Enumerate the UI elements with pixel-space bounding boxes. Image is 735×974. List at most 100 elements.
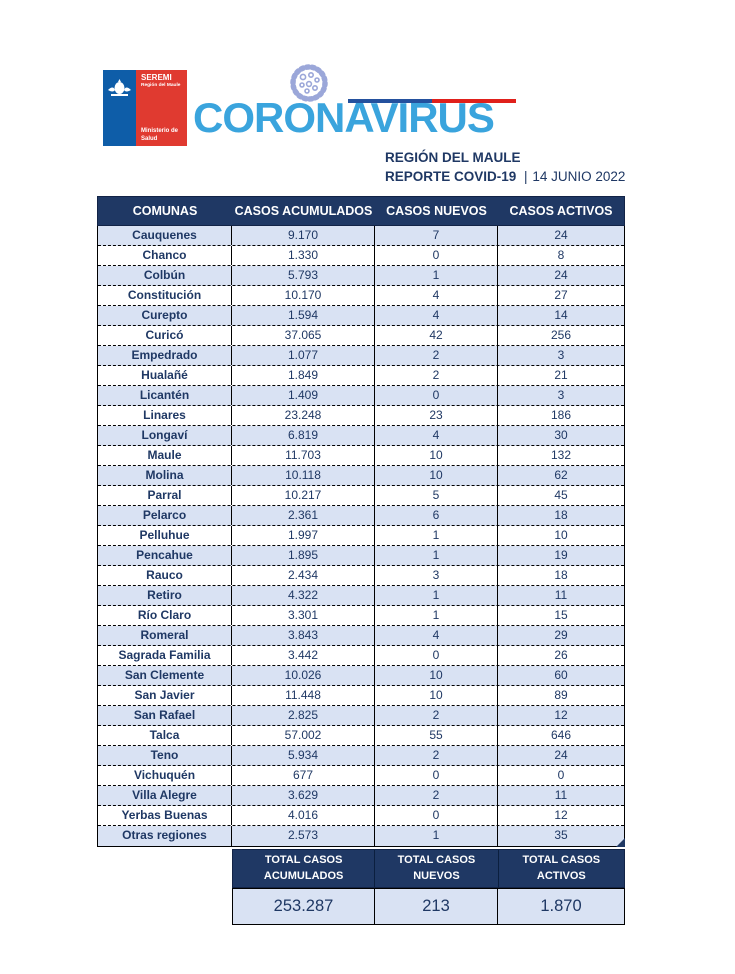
nuevos-cell: 4 — [375, 626, 498, 645]
totals-value-cell: 213 — [375, 889, 498, 924]
table-row: Linares 23.248 23 186 — [98, 406, 624, 426]
table-body: Cauquenes 9.170 7 24 Chanco 1.330 0 8 Colbún 5.79… — [97, 226, 625, 847]
comuna-cell: San Javier — [98, 686, 232, 705]
logo-red-panel: SEREMI Región del Maule Ministerio de Sa… — [136, 70, 187, 146]
cell-corner-marker — [616, 838, 625, 847]
nuevos-cell: 1 — [375, 526, 498, 545]
table-header-row: COMUNAS CASOS ACUMULADOS CASOS NUEVOS CASOS… — [97, 196, 625, 226]
acumulados-cell: 3.301 — [232, 606, 375, 625]
comuna-cell: Constitución — [98, 286, 232, 305]
totals-values-row: 253.287 213 1.870 — [232, 888, 625, 925]
acumulados-cell: 1.077 — [232, 346, 375, 365]
acumulados-cell: 1.594 — [232, 306, 375, 325]
acumulados-cell: 3.442 — [232, 646, 375, 665]
acumulados-cell: 10.170 — [232, 286, 375, 305]
nuevos-cell: 1 — [375, 546, 498, 565]
table-row: Río Claro 3.301 1 15 — [98, 606, 624, 626]
acumulados-cell: 11.703 — [232, 446, 375, 465]
acumulados-cell: 10.026 — [232, 666, 375, 685]
column-header: CASOS ACTIVOS — [509, 204, 613, 218]
comuna-cell: Pencahue — [98, 546, 232, 565]
nuevos-cell: 1 — [375, 606, 498, 625]
table-row: Curepto 1.594 4 14 — [98, 306, 624, 326]
nuevos-cell: 2 — [375, 366, 498, 385]
activos-cell: 10 — [554, 528, 568, 542]
totals-value-cell: 253.287 — [233, 889, 375, 924]
comuna-cell: Maule — [98, 446, 232, 465]
comuna-cell: Otras regiones — [98, 826, 232, 846]
totals-header-cell: TOTAL CASOS NUEVOS — [375, 850, 499, 887]
acumulados-cell: 6.819 — [232, 426, 375, 445]
comuna-cell: Sagrada Familia — [98, 646, 232, 665]
activos-cell: 186 — [550, 408, 572, 422]
nuevos-cell: 0 — [375, 766, 498, 785]
acumulados-cell: 37.065 — [232, 326, 375, 345]
comuna-cell: Pelarco — [98, 506, 232, 525]
table-row: Colbún 5.793 1 24 — [98, 266, 624, 286]
acumulados-cell: 1.330 — [232, 246, 375, 265]
nuevos-cell: 1 — [375, 586, 498, 605]
activos-cell: 3 — [557, 388, 565, 402]
acumulados-cell: 4.322 — [232, 586, 375, 605]
activos-cell: 646 — [550, 728, 572, 742]
acumulados-cell: 1.409 — [232, 386, 375, 405]
nuevos-cell: 5 — [375, 486, 498, 505]
activos-cell: 8 — [557, 248, 565, 262]
logo-seremi-label: SEREMI — [141, 73, 172, 82]
nuevos-cell: 23 — [375, 406, 498, 425]
table-row: Licantén 1.409 0 3 — [98, 386, 624, 406]
activos-cell: 45 — [554, 488, 568, 502]
report-subtitle: REPORTE COVID-19 | 14 JUNIO 2022 — [385, 169, 625, 184]
activos-cell: 30 — [554, 428, 568, 442]
comuna-cell: Curepto — [98, 306, 232, 325]
report-separator: | — [524, 169, 528, 184]
nuevos-cell: 2 — [375, 346, 498, 365]
nuevos-cell: 4 — [375, 426, 498, 445]
comuna-cell: Molina — [98, 466, 232, 485]
acumulados-cell: 1.849 — [232, 366, 375, 385]
report-label: REPORTE COVID-19 — [385, 169, 517, 184]
activos-cell: 11 — [554, 588, 568, 602]
table-row: Molina 10.118 10 62 — [98, 466, 624, 486]
nuevos-cell: 6 — [375, 506, 498, 525]
nuevos-cell: 4 — [375, 286, 498, 305]
nuevos-cell: 10 — [375, 666, 498, 685]
table-row: Parral 10.217 5 45 — [98, 486, 624, 506]
comuna-cell: Longaví — [98, 426, 232, 445]
nuevos-cell: 0 — [375, 646, 498, 665]
totals-header-row: TOTAL CASOS ACUMULADOS TOTAL CASOS NUEVOS TO… — [232, 849, 625, 888]
table-row: Empedrado 1.077 2 3 — [98, 346, 624, 366]
flag-accent-line — [348, 99, 516, 103]
table-row: Vichuquén 677 0 0 — [98, 766, 624, 786]
column-header: CASOS NUEVOS — [386, 204, 487, 218]
acumulados-cell: 2.573 — [232, 826, 375, 846]
nuevos-cell: 7 — [375, 226, 498, 245]
activos-cell: 24 — [554, 268, 568, 282]
column-header: COMUNAS — [132, 204, 198, 218]
activos-cell: 35 — [554, 828, 568, 842]
acumulados-cell: 1.895 — [232, 546, 375, 565]
table-row: Pelluhue 1.997 1 10 — [98, 526, 624, 546]
comuna-cell: Río Claro — [98, 606, 232, 625]
table-row: Longaví 6.819 4 30 — [98, 426, 624, 446]
acumulados-cell: 2.825 — [232, 706, 375, 725]
comuna-cell: San Rafael — [98, 706, 232, 725]
comuna-cell: Empedrado — [98, 346, 232, 365]
comuna-cell: Colbún — [98, 266, 232, 285]
activos-cell: 89 — [554, 688, 568, 702]
comuna-cell: Vichuquén — [98, 766, 232, 785]
table-row: Hualañé 1.849 2 21 — [98, 366, 624, 386]
activos-cell: 24 — [554, 228, 568, 242]
nuevos-cell: 2 — [375, 706, 498, 725]
nuevos-cell: 1 — [375, 266, 498, 285]
acumulados-cell: 9.170 — [232, 226, 375, 245]
activos-cell: 0 — [557, 768, 565, 782]
seremi-logo: SEREMI Región del Maule Ministerio de Sa… — [103, 70, 187, 146]
comuna-cell: Romeral — [98, 626, 232, 645]
comuna-cell: Pelluhue — [98, 526, 232, 545]
region-title: REGIÓN DEL MAULE — [385, 150, 521, 165]
activos-cell: 12 — [554, 808, 568, 822]
comuna-cell: Licantén — [98, 386, 232, 405]
table-row: Curicó 37.065 42 256 — [98, 326, 624, 346]
nuevos-cell: 10 — [375, 446, 498, 465]
